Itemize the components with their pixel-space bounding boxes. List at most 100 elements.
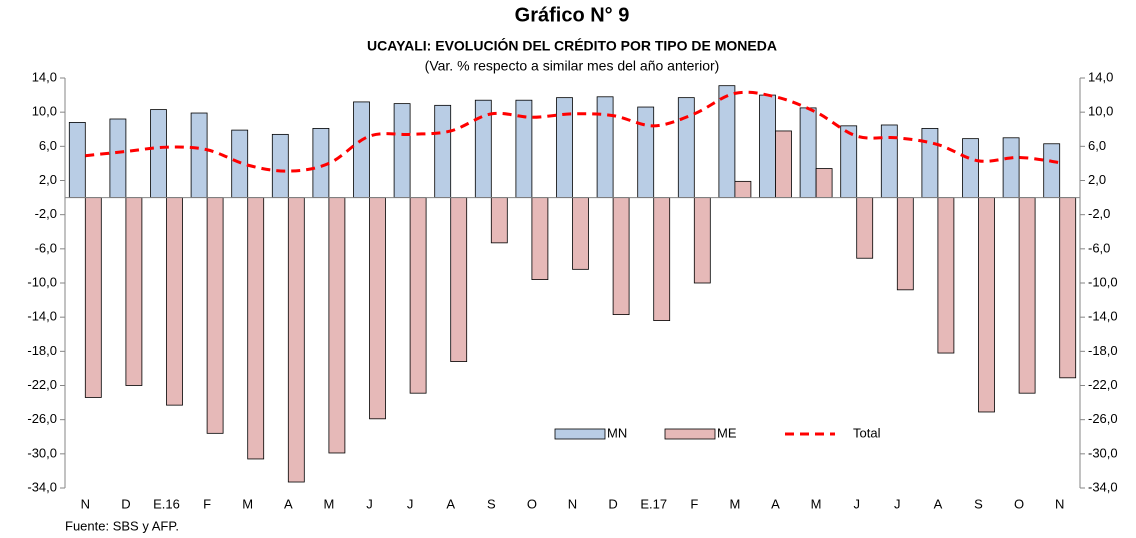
bar <box>734 180 752 198</box>
bar <box>393 103 411 198</box>
bar <box>612 197 630 316</box>
bar <box>190 112 208 198</box>
bar <box>921 127 939 198</box>
bar <box>1043 143 1061 198</box>
x-tick-label: J <box>366 496 373 511</box>
y-tick-label: 14,0 <box>32 69 57 84</box>
bar <box>815 168 833 198</box>
bar <box>840 125 858 198</box>
legend-label: ME <box>717 425 737 440</box>
bar <box>271 133 289 198</box>
legend-swatch <box>664 428 716 440</box>
x-tick-label: E.16 <box>153 496 180 511</box>
bar <box>937 197 955 354</box>
legend-label: Total <box>853 425 881 440</box>
y2-tick-label: -30,0 <box>1088 445 1118 460</box>
y2-tick-label: -22,0 <box>1088 377 1118 392</box>
x-tick-label: A <box>446 496 455 511</box>
bar <box>247 197 265 460</box>
bar <box>856 197 874 259</box>
x-tick-label: F <box>690 496 698 511</box>
x-tick-label: S <box>974 496 983 511</box>
x-tick-label: O <box>1014 496 1024 511</box>
bar <box>109 118 127 198</box>
x-tick-label: N <box>81 496 90 511</box>
y2-tick-label: -6,0 <box>1088 240 1110 255</box>
x-tick-label: M <box>811 496 822 511</box>
bar <box>896 197 914 291</box>
y2-tick-label: 10,0 <box>1088 104 1113 119</box>
bar <box>1059 197 1077 379</box>
y2-tick-label: 6,0 <box>1088 138 1106 153</box>
bar <box>759 94 776 198</box>
bar <box>434 104 452 198</box>
bar <box>125 197 143 386</box>
bar <box>369 197 386 420</box>
bar <box>775 130 792 198</box>
bar <box>206 197 224 434</box>
y2-tick-label: -26,0 <box>1088 411 1118 426</box>
y2-tick-label: -18,0 <box>1088 343 1118 358</box>
y2-tick-label: -14,0 <box>1088 309 1118 324</box>
y-tick-label: -34,0 <box>27 479 57 494</box>
x-tick-label: M <box>729 496 740 511</box>
y2-tick-label: -2,0 <box>1088 206 1110 221</box>
y-tick-label: -18,0 <box>27 343 57 358</box>
x-tick-label: J <box>853 496 860 511</box>
chart-title: Gráfico N° 9 <box>515 4 630 26</box>
x-tick-label: A <box>934 496 943 511</box>
x-tick-label: E.17 <box>640 496 667 511</box>
x-tick-label: J <box>894 496 901 511</box>
source: Fuente: SBS y AFP. <box>65 518 179 533</box>
x-tick-label: F <box>203 496 211 511</box>
bar <box>693 197 711 284</box>
bar <box>637 106 655 198</box>
bar <box>84 197 102 398</box>
legend-swatch <box>554 428 606 440</box>
bar <box>490 197 508 244</box>
bar <box>68 122 86 198</box>
y2-tick-label: 2,0 <box>1088 172 1106 187</box>
y2-tick-label: -10,0 <box>1088 274 1118 289</box>
bar <box>596 96 614 198</box>
x-tick-label: O <box>527 496 537 511</box>
bar <box>1002 137 1020 198</box>
bar <box>166 197 183 406</box>
x-tick-label: J <box>407 496 414 511</box>
y-tick-label: 6,0 <box>39 138 57 153</box>
y-tick-label: -14,0 <box>27 309 57 324</box>
bar <box>978 197 995 413</box>
y-tick-label: -26,0 <box>27 411 57 426</box>
y-tick-label: 10,0 <box>32 104 57 119</box>
y-tick-label: -10,0 <box>27 274 57 289</box>
x-tick-label: D <box>608 496 617 511</box>
bar <box>353 101 370 198</box>
bar <box>1018 197 1036 394</box>
bar <box>150 109 167 198</box>
x-tick-label: M <box>242 496 253 511</box>
bar <box>572 197 589 270</box>
y-tick-label: -2,0 <box>35 206 57 221</box>
bar <box>287 197 305 483</box>
bar <box>962 138 979 198</box>
bar <box>718 85 736 198</box>
x-tick-label: D <box>121 496 130 511</box>
line <box>85 90 1060 173</box>
x-tick-label: A <box>284 496 293 511</box>
x-tick-label: N <box>1055 496 1064 511</box>
bar <box>677 97 695 198</box>
bar <box>653 197 671 321</box>
x-tick-label: S <box>487 496 496 511</box>
bar <box>880 124 898 198</box>
y-tick-label: -6,0 <box>35 240 57 255</box>
y2-tick-label: 14,0 <box>1088 69 1113 84</box>
y2-tick-label: -34,0 <box>1088 479 1118 494</box>
y-tick-label: -30,0 <box>27 445 57 460</box>
x-tick-label: A <box>771 496 780 511</box>
bar <box>450 197 468 362</box>
y-tick-label: 2,0 <box>39 172 57 187</box>
y-tick-label: -22,0 <box>27 377 57 392</box>
chart-subtitle: UCAYALI: EVOLUCIÓN DEL CRÉDITO POR TIPO … <box>367 37 777 54</box>
bar <box>799 107 817 198</box>
